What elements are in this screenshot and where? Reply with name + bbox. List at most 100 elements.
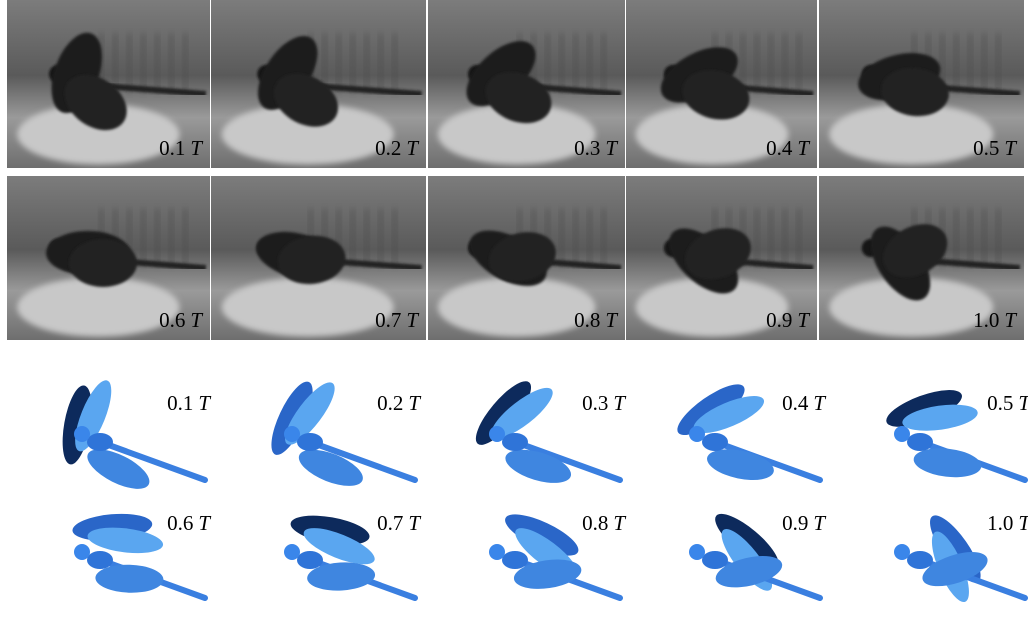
- stripe: [392, 209, 398, 266]
- stripe: [953, 209, 959, 266]
- time-unit: T: [406, 308, 419, 332]
- stripe: [587, 209, 593, 266]
- time-value: 0.5: [987, 391, 1013, 415]
- stripe: [601, 34, 607, 93]
- stripe: [559, 209, 565, 266]
- time-unit: T: [1004, 136, 1017, 160]
- time-value: 0.3: [582, 391, 608, 415]
- time-value: 0.7: [375, 308, 401, 332]
- time-unit: T: [1018, 391, 1028, 415]
- head: [894, 426, 910, 442]
- head: [74, 426, 90, 442]
- frame-label: 0.7T: [377, 511, 421, 535]
- frame-label: 0.6T: [167, 511, 211, 535]
- stripe: [768, 34, 774, 93]
- light-patch: [222, 278, 394, 337]
- time-unit: T: [198, 391, 211, 415]
- time-value: 0.9: [782, 511, 808, 535]
- stripe: [378, 209, 384, 266]
- time-unit: T: [406, 136, 419, 160]
- time-value: 1.0: [973, 308, 999, 332]
- time-value: 0.5: [973, 136, 999, 160]
- time-value: 0.4: [766, 136, 793, 160]
- stripe: [995, 34, 1001, 93]
- time-value: 0.9: [766, 308, 792, 332]
- stripe: [587, 34, 593, 93]
- stripe: [967, 209, 973, 266]
- stripe: [545, 34, 551, 93]
- thorax: [297, 433, 323, 451]
- stripe: [796, 34, 802, 93]
- stripe: [336, 34, 342, 93]
- stripe: [154, 34, 160, 93]
- stripe: [995, 209, 1001, 266]
- thorax: [702, 551, 728, 569]
- time-value: 0.1: [167, 391, 193, 415]
- frame-label: 0.5T: [973, 136, 1017, 160]
- time-unit: T: [1018, 511, 1028, 535]
- thorax: [702, 433, 728, 451]
- time-unit: T: [408, 391, 421, 415]
- time-unit: T: [605, 136, 618, 160]
- time-unit: T: [613, 391, 626, 415]
- light-patch: [438, 278, 596, 337]
- stripe: [350, 34, 356, 93]
- head: [489, 426, 505, 442]
- stripe: [967, 34, 973, 93]
- stripe: [559, 34, 565, 93]
- stripe: [754, 34, 760, 93]
- stripe: [364, 209, 370, 266]
- head: [489, 544, 505, 560]
- time-value: 0.8: [582, 511, 608, 535]
- head: [284, 544, 300, 560]
- thorax: [87, 551, 113, 569]
- time-unit: T: [605, 308, 618, 332]
- stripe: [981, 209, 987, 266]
- head: [689, 426, 705, 442]
- stripe: [573, 34, 579, 93]
- frame-label: 1.0T: [973, 308, 1017, 332]
- time-unit: T: [797, 136, 810, 160]
- stripe: [182, 34, 188, 93]
- time-unit: T: [613, 511, 626, 535]
- stripe: [112, 34, 118, 93]
- time-unit: T: [797, 308, 810, 332]
- time-unit: T: [408, 511, 421, 535]
- stripe: [782, 34, 788, 93]
- time-value: 0.7: [377, 511, 403, 535]
- time-value: 0.6: [167, 511, 193, 535]
- stripe: [953, 34, 959, 93]
- frame-label: 0.2T: [375, 136, 419, 160]
- stripe: [364, 34, 370, 93]
- frame-label: 0.3T: [582, 391, 626, 415]
- time-unit: T: [190, 136, 203, 160]
- head: [689, 544, 705, 560]
- frame-label: 0.4T: [766, 136, 810, 160]
- head: [284, 426, 300, 442]
- thorax: [502, 551, 528, 569]
- stripe: [601, 209, 607, 266]
- stripe: [754, 209, 760, 266]
- stripe: [168, 209, 174, 266]
- time-value: 0.8: [574, 308, 600, 332]
- time-value: 1.0: [987, 511, 1013, 535]
- thorax: [907, 433, 933, 451]
- time-unit: T: [1004, 308, 1017, 332]
- thorax: [502, 433, 528, 451]
- frame-label: 0.5T: [987, 391, 1028, 415]
- stripe: [981, 34, 987, 93]
- stripe: [378, 34, 384, 93]
- time-unit: T: [190, 308, 203, 332]
- thorax: [87, 433, 113, 451]
- stripe: [768, 209, 774, 266]
- stripe: [573, 209, 579, 266]
- stripe: [154, 209, 160, 266]
- time-value: 0.2: [375, 136, 401, 160]
